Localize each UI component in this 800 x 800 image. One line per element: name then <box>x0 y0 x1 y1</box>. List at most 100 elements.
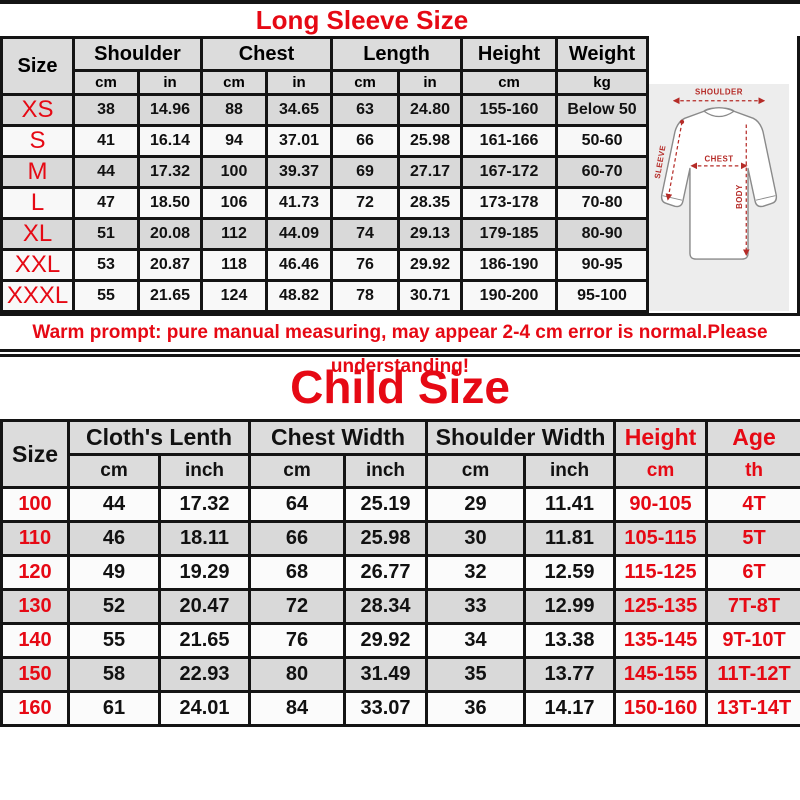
long-sleeve-shirt-icon: SHOULDER CHEST BODY SLEEVE <box>653 88 778 260</box>
header-row-units: cm in cm in cm in cm kg <box>2 69 650 96</box>
value-cell: 186-190 <box>460 248 559 282</box>
child-table-body: 100 44 17.32 64 25.19 29 11.41 90-105 4T 110 46 18.… <box>0 486 800 727</box>
value-cell: 74 <box>330 217 401 251</box>
table-row: 100 44 17.32 64 25.19 29 11.41 90-105 4T <box>0 486 800 523</box>
header-row-groups: Size Cloth's Lenth Chest Width Shoulder Wid… <box>0 419 800 489</box>
value-cell: 115-125 <box>613 554 709 591</box>
unit-header: cm <box>425 453 527 489</box>
value-cell: 118 <box>200 248 269 282</box>
value-cell: 51 <box>72 217 140 251</box>
size-label: 120 <box>0 554 70 591</box>
table-row: 140 55 21.65 76 29.92 34 13.38 135-145 9T-10T <box>0 622 800 659</box>
unit-header: cm <box>460 69 559 96</box>
value-cell: 30.71 <box>397 279 464 313</box>
size-label: XS <box>0 93 75 127</box>
value-cell: 190-200 <box>460 279 559 313</box>
value-cell: 17.32 <box>136 155 204 189</box>
child-table-header: Size Cloth's Lenth Chest Width Shoulder Wid… <box>0 419 800 489</box>
value-cell: 69 <box>330 155 401 189</box>
value-cell: 28.34 <box>343 588 429 625</box>
adult-table-body: XS 38 14.96 88 34.65 63 24.80 155-160 Below 50 S 4… <box>0 93 650 313</box>
value-cell: 179-185 <box>460 217 559 251</box>
value-cell: 12.99 <box>523 588 617 625</box>
value-cell: 34 <box>425 622 527 659</box>
table-row: L 47 18.50 106 41.73 72 28.35 173-178 70-80 <box>0 186 650 220</box>
unit-header: cm <box>613 453 709 489</box>
value-cell: 11.81 <box>523 520 617 557</box>
value-cell: 48.82 <box>265 279 334 313</box>
value-cell: Below 50 <box>555 93 650 127</box>
value-cell: 124 <box>200 279 269 313</box>
unit-header: inch <box>523 453 617 489</box>
table-row: 120 49 19.29 68 26.77 32 12.59 115-125 6T <box>0 554 800 591</box>
table-row: M 44 17.32 100 39.37 69 27.17 167-172 60-70 <box>0 155 650 189</box>
value-cell: 25.98 <box>343 520 429 557</box>
column-header: Age <box>705 419 800 456</box>
value-cell: 29 <box>425 486 527 523</box>
value-cell: 13.38 <box>523 622 617 659</box>
value-cell: 135-145 <box>613 622 709 659</box>
value-cell: 105-115 <box>613 520 709 557</box>
adult-section-title: Long Sleeve Size <box>255 5 469 35</box>
size-label: S <box>0 124 75 158</box>
table-row: S 41 16.14 94 37.01 66 25.98 161-166 50-60 <box>0 124 650 158</box>
value-cell: 24.80 <box>397 93 464 127</box>
value-cell: 11T-12T <box>705 656 800 693</box>
value-cell: 33.07 <box>343 690 429 727</box>
value-cell: 46.46 <box>265 248 334 282</box>
value-cell: 47 <box>72 186 140 220</box>
table-row: 110 46 18.11 66 25.98 30 11.81 105-115 5T <box>0 520 800 557</box>
value-cell: 14.17 <box>523 690 617 727</box>
table-row: 130 52 20.47 72 28.34 33 12.99 125-135 7T-8T <box>0 588 800 625</box>
value-cell: 145-155 <box>613 656 709 693</box>
value-cell: 41.73 <box>265 186 334 220</box>
adult-section: Size Shoulder Chest Length Height Weight cm in c… <box>0 36 800 313</box>
value-cell: 29.13 <box>397 217 464 251</box>
value-cell: 88 <box>200 93 269 127</box>
column-header: Shoulder <box>71 36 204 72</box>
value-cell: 39.37 <box>265 155 334 189</box>
value-cell: 31.49 <box>343 656 429 693</box>
size-label: XXL <box>0 248 75 282</box>
table-row: 150 58 22.93 80 31.49 35 13.77 145-155 11T-12T <box>0 656 800 693</box>
value-cell: 9T-10T <box>705 622 800 659</box>
child-section-title: Child Size <box>290 361 510 413</box>
value-cell: 7T-8T <box>705 588 800 625</box>
shirt-diagram: SHOULDER CHEST BODY SLEEVE <box>649 84 789 311</box>
unit-header: in <box>397 69 464 96</box>
unit-header: th <box>705 453 800 489</box>
chest-label: CHEST <box>705 154 734 163</box>
value-cell: 46 <box>67 520 161 557</box>
value-cell: 76 <box>248 622 347 659</box>
value-cell: 21.65 <box>157 622 252 659</box>
value-cell: 29.92 <box>343 622 429 659</box>
value-cell: 24.01 <box>157 690 252 727</box>
sleeve-arrow-origin-dot <box>679 119 685 124</box>
value-cell: 60-70 <box>555 155 650 189</box>
warm-prompt-note: Warm prompt: pure manual measuring, may … <box>0 313 800 377</box>
value-cell: 150-160 <box>613 690 709 727</box>
value-cell: 80 <box>248 656 347 693</box>
shoulder-label: SHOULDER <box>695 88 743 97</box>
unit-header: in <box>136 69 204 96</box>
value-cell: 38 <box>72 93 140 127</box>
header-row-groups: Size Shoulder Chest Length Height Weight <box>0 36 650 96</box>
value-cell: 44.09 <box>265 217 334 251</box>
value-cell: 27.17 <box>397 155 464 189</box>
size-label: L <box>0 186 75 220</box>
top-border-line <box>0 0 800 4</box>
value-cell: 5T <box>705 520 800 557</box>
value-cell: 80-90 <box>555 217 650 251</box>
value-cell: 155-160 <box>460 93 559 127</box>
unit-header: inch <box>343 453 429 489</box>
value-cell: 90-95 <box>555 248 650 282</box>
value-cell: 33 <box>425 588 527 625</box>
size-label: XXXL <box>0 279 75 313</box>
sleeve-label: SLEEVE <box>653 144 668 179</box>
size-label: M <box>0 155 75 189</box>
value-cell: 161-166 <box>460 124 559 158</box>
header-row-units: cm inch cm inch cm inch cm th <box>2 453 800 489</box>
value-cell: 28.35 <box>397 186 464 220</box>
size-label: 130 <box>0 588 70 625</box>
value-cell: 12.59 <box>523 554 617 591</box>
